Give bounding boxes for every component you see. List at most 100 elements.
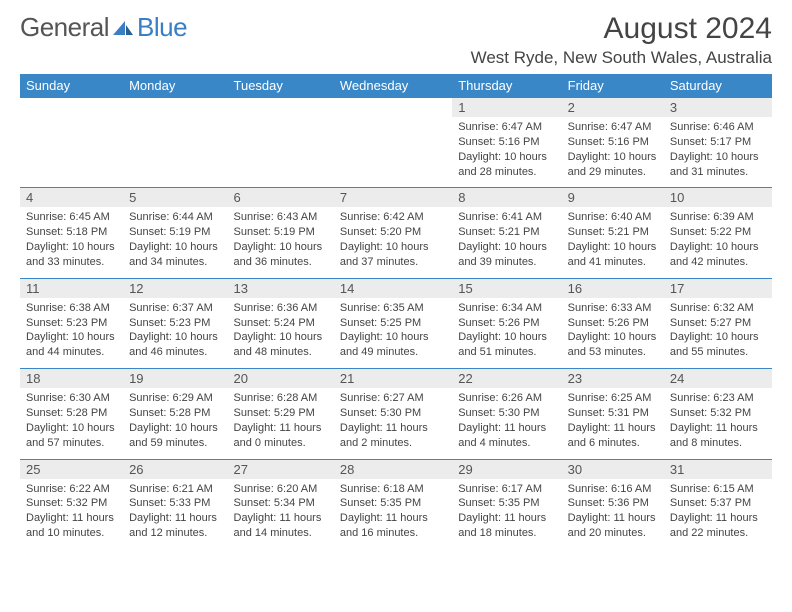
sunset-line: Sunset: 5:32 PM [26, 496, 117, 511]
sunrise-line: Sunrise: 6:30 AM [26, 391, 117, 406]
header: General Blue August 2024 West Ryde, New … [20, 12, 772, 68]
day-content-cell [334, 117, 452, 188]
sunrise-line: Sunrise: 6:28 AM [234, 391, 328, 406]
day-header: Friday [562, 74, 664, 98]
day-number-cell: 7 [334, 188, 452, 208]
content-row: Sunrise: 6:30 AMSunset: 5:28 PMDaylight:… [20, 388, 772, 459]
daylight-line: Daylight: 11 hours and 14 minutes. [234, 511, 328, 541]
day-content-cell: Sunrise: 6:46 AMSunset: 5:17 PMDaylight:… [664, 117, 772, 188]
day-content-cell: Sunrise: 6:27 AMSunset: 5:30 PMDaylight:… [334, 388, 452, 459]
daylight-line: Daylight: 10 hours and 36 minutes. [234, 240, 328, 270]
brand-part2: Blue [137, 12, 187, 43]
day-number-cell: 21 [334, 369, 452, 389]
content-row: Sunrise: 6:45 AMSunset: 5:18 PM Daylight:… [20, 207, 772, 278]
sunset-line: Sunset: 5:35 PM [340, 496, 446, 511]
content-row: Sunrise: 6:47 AMSunset: 5:16 PMDaylight:… [20, 117, 772, 188]
sunrise-line: Sunrise: 6:22 AM [26, 482, 117, 497]
sunset-line: Sunset: 5:32 PM [670, 406, 766, 421]
day-number-cell: 8 [452, 188, 561, 208]
day-number-cell [123, 98, 227, 118]
day-number-cell: 11 [20, 278, 123, 298]
day-content-cell: Sunrise: 6:20 AMSunset: 5:34 PMDaylight:… [228, 479, 334, 549]
sunrise-line: Sunrise: 6:45 AM [26, 210, 117, 225]
sunset-line: Sunset: 5:18 PM [26, 225, 117, 240]
sunset-line: Sunset: 5:21 PM [568, 225, 658, 240]
day-header-row: SundayMondayTuesdayWednesdayThursdayFrid… [20, 74, 772, 98]
sunrise-line: Sunrise: 6:33 AM [568, 301, 658, 316]
daylight-line: Daylight: 10 hours and 34 minutes. [129, 240, 221, 270]
day-content-cell: Sunrise: 6:25 AMSunset: 5:31 PMDaylight:… [562, 388, 664, 459]
day-content-cell: Sunrise: 6:41 AMSunset: 5:21 PMDaylight:… [452, 207, 561, 278]
daylight-line: Daylight: 11 hours and 16 minutes. [340, 511, 446, 541]
daylight-line: Daylight: 10 hours and 46 minutes. [129, 330, 221, 360]
sunset-line: Sunset: 5:29 PM [234, 406, 328, 421]
day-content-cell: Sunrise: 6:18 AMSunset: 5:35 PMDaylight:… [334, 479, 452, 549]
sunset-line: Sunset: 5:23 PM [26, 316, 117, 331]
sunset-line: Sunset: 5:25 PM [340, 316, 446, 331]
brand-part1: General [20, 12, 109, 43]
daylight-line: Daylight: 10 hours and 31 minutes. [670, 150, 766, 180]
brand-logo: General Blue [20, 12, 187, 43]
day-number-cell: 30 [562, 459, 664, 479]
day-content-cell: Sunrise: 6:47 AMSunset: 5:16 PMDaylight:… [452, 117, 561, 188]
daylight-line: Daylight: 10 hours and 48 minutes. [234, 330, 328, 360]
daylight-line: Daylight: 10 hours and 49 minutes. [340, 330, 446, 360]
sunset-line: Sunset: 5:17 PM [670, 135, 766, 150]
day-header: Monday [123, 74, 227, 98]
daylight-line: Daylight: 10 hours and 29 minutes. [568, 150, 658, 180]
sunrise-line: Sunrise: 6:21 AM [129, 482, 221, 497]
day-content-cell: Sunrise: 6:38 AMSunset: 5:23 PMDaylight:… [20, 298, 123, 369]
sunrise-line: Sunrise: 6:18 AM [340, 482, 446, 497]
day-header: Sunday [20, 74, 123, 98]
sunset-line: Sunset: 5:20 PM [340, 225, 446, 240]
sunset-line: Sunset: 5:19 PM [129, 225, 221, 240]
day-content-cell: Sunrise: 6:16 AMSunset: 5:36 PMDaylight:… [562, 479, 664, 549]
sunrise-line: Sunrise: 6:16 AM [568, 482, 658, 497]
day-content-cell: Sunrise: 6:42 AMSunset: 5:20 PMDaylight:… [334, 207, 452, 278]
day-content-cell: Sunrise: 6:40 AMSunset: 5:21 PMDaylight:… [562, 207, 664, 278]
daynum-row: 11121314151617 [20, 278, 772, 298]
day-content-cell: Sunrise: 6:33 AMSunset: 5:26 PMDaylight:… [562, 298, 664, 369]
day-content-cell: Sunrise: 6:37 AMSunset: 5:23 PMDaylight:… [123, 298, 227, 369]
daylight-line: Daylight: 10 hours and 51 minutes. [458, 330, 555, 360]
day-number-cell: 26 [123, 459, 227, 479]
sunrise-line: Sunrise: 6:15 AM [670, 482, 766, 497]
day-number-cell: 29 [452, 459, 561, 479]
sunset-line: Sunset: 5:30 PM [340, 406, 446, 421]
daylight-line: Daylight: 10 hours and 55 minutes. [670, 330, 766, 360]
sunrise-line: Sunrise: 6:41 AM [458, 210, 555, 225]
day-number-cell: 22 [452, 369, 561, 389]
day-content-cell [123, 117, 227, 188]
sunrise-line: Sunrise: 6:43 AM [234, 210, 328, 225]
day-number-cell: 25 [20, 459, 123, 479]
day-number-cell: 13 [228, 278, 334, 298]
day-content-cell: Sunrise: 6:36 AMSunset: 5:24 PMDaylight:… [228, 298, 334, 369]
sunrise-line: Sunrise: 6:38 AM [26, 301, 117, 316]
day-content-cell: Sunrise: 6:15 AMSunset: 5:37 PMDaylight:… [664, 479, 772, 549]
day-content-cell [228, 117, 334, 188]
day-number-cell: 23 [562, 369, 664, 389]
sunset-line: Sunset: 5:26 PM [568, 316, 658, 331]
day-content-cell: Sunrise: 6:29 AMSunset: 5:28 PMDaylight:… [123, 388, 227, 459]
daylight-line: Daylight: 11 hours and 20 minutes. [568, 511, 658, 541]
sunset-line: Sunset: 5:23 PM [129, 316, 221, 331]
sunset-line: Sunset: 5:37 PM [670, 496, 766, 511]
day-number-cell: 15 [452, 278, 561, 298]
content-row: Sunrise: 6:22 AMSunset: 5:32 PM Daylight:… [20, 479, 772, 549]
day-number-cell: 3 [664, 98, 772, 118]
sunrise-line: Sunrise: 6:20 AM [234, 482, 328, 497]
daylight-line: Daylight: 11 hours and 2 minutes. [340, 421, 446, 451]
daylight-line: Daylight: 10 hours and 42 minutes. [670, 240, 766, 270]
day-number-cell: 6 [228, 188, 334, 208]
sunset-line: Sunset: 5:16 PM [568, 135, 658, 150]
daylight-line: Daylight: 11 hours and 8 minutes. [670, 421, 766, 451]
sunset-line: Sunset: 5:30 PM [458, 406, 555, 421]
sunset-line: Sunset: 5:26 PM [458, 316, 555, 331]
day-content-cell: Sunrise: 6:43 AMSunset: 5:19 PMDaylight:… [228, 207, 334, 278]
day-content-cell: Sunrise: 6:30 AMSunset: 5:28 PMDaylight:… [20, 388, 123, 459]
daynum-row: 45678910 [20, 188, 772, 208]
sunset-line: Sunset: 5:21 PM [458, 225, 555, 240]
day-content-cell: Sunrise: 6:47 AMSunset: 5:16 PMDaylight:… [562, 117, 664, 188]
sunrise-line: Sunrise: 6:40 AM [568, 210, 658, 225]
daylight-line: Daylight: 10 hours and 44 minutes. [26, 330, 117, 360]
